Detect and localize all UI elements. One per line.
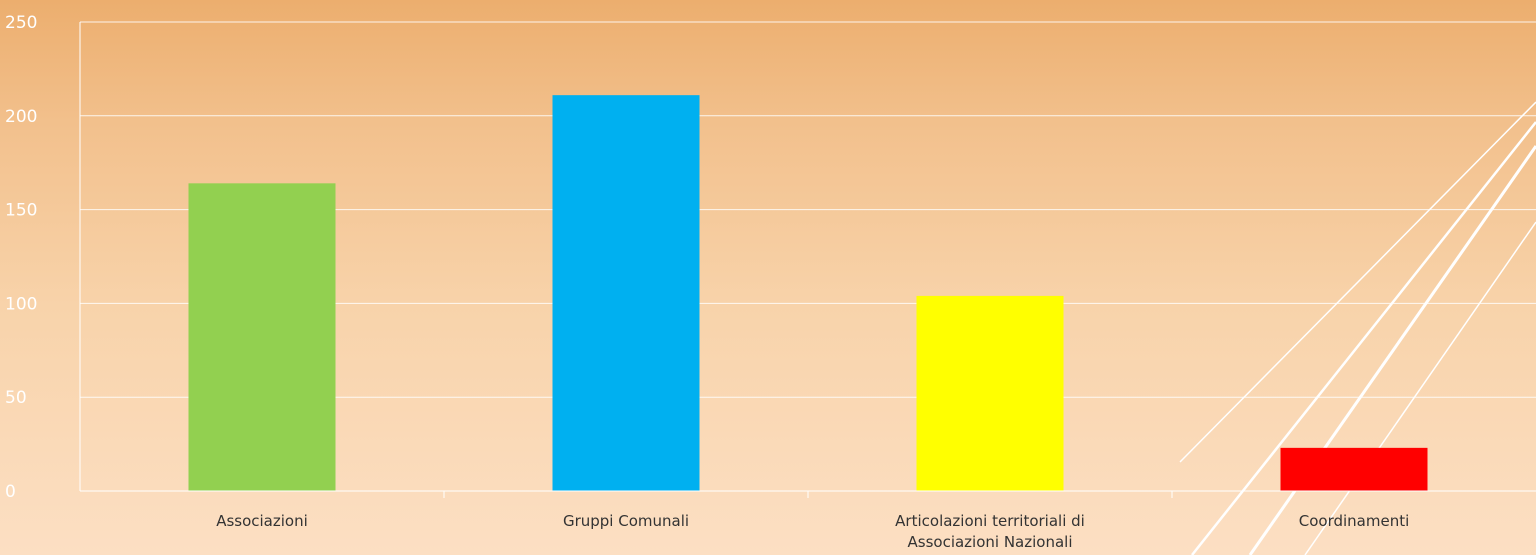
x-axis-categories: Associazioni Gruppi Comunali Articolazioni… xyxy=(216,512,1409,551)
x-category-label: Articolazioni territoriali di xyxy=(895,512,1085,530)
y-tick-label: 50 xyxy=(5,388,27,408)
y-tick-label: 250 xyxy=(5,13,37,33)
decorative-line xyxy=(1191,121,1536,555)
bar xyxy=(916,295,1064,491)
x-category-label: Gruppi Comunali xyxy=(563,512,689,530)
decorative-line xyxy=(1304,221,1536,555)
y-axis-ticks: 0 50 100 150 200 250 xyxy=(5,13,37,502)
y-tick-label: 150 xyxy=(5,201,37,221)
y-tick-label: 100 xyxy=(5,294,37,314)
decorative-line xyxy=(1248,145,1536,555)
x-category-label: Associazioni Nazionali xyxy=(908,533,1073,551)
decorative-line xyxy=(1179,101,1536,463)
x-category-label: Coordinamenti xyxy=(1299,512,1410,530)
y-tick-label: 200 xyxy=(5,107,37,127)
bar xyxy=(1280,447,1428,491)
x-category-label: Associazioni xyxy=(216,512,308,530)
bar xyxy=(552,95,700,491)
y-tick-label: 0 xyxy=(5,482,16,502)
bars xyxy=(188,95,1428,491)
bar xyxy=(188,183,336,491)
x-axis xyxy=(79,22,1536,498)
